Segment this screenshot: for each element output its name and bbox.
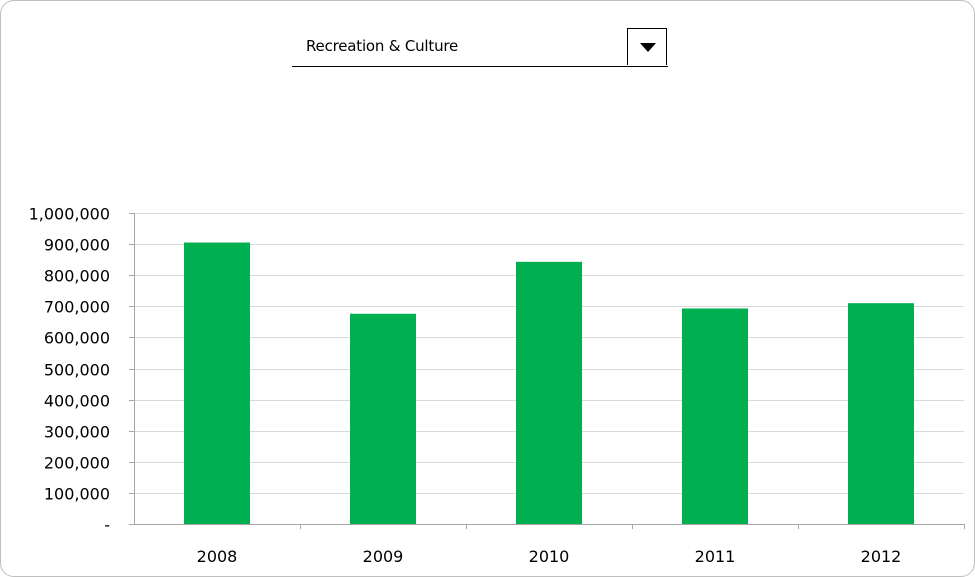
caret-down-icon [640, 43, 656, 52]
category-dropdown-value: Recreation & Culture [306, 37, 459, 55]
y-tick-label: 100,000 [44, 485, 110, 504]
y-tick-label: 200,000 [44, 454, 110, 473]
y-tick-label: 800,000 [44, 267, 110, 286]
y-tick-label: 600,000 [44, 329, 110, 348]
y-tick-label: - [104, 516, 110, 535]
bar-2008 [184, 242, 250, 525]
category-dropdown[interactable]: Recreation & Culture [292, 28, 668, 67]
y-tick-label: 900,000 [44, 236, 110, 255]
y-tick-label: 500,000 [44, 361, 110, 380]
axes [129, 213, 965, 529]
y-tick-label: 400,000 [44, 392, 110, 411]
x-tick-label: 2012 [861, 547, 902, 566]
bar-2010 [516, 261, 582, 524]
x-tick-label: 2011 [695, 547, 736, 566]
bar-2011 [682, 308, 748, 524]
y-tick-label: 700,000 [44, 298, 110, 317]
y-tick-label: 300,000 [44, 423, 110, 442]
y-tick-label: 1,000,000 [29, 205, 110, 224]
bar-2012 [848, 303, 914, 524]
x-tick-label: 2010 [529, 547, 570, 566]
bars [184, 242, 914, 525]
tick-labels: - 100,000 200,000 300,000 400,000 500,000 600,… [29, 205, 902, 567]
bar-2009 [350, 313, 416, 524]
dropdown-button[interactable] [627, 28, 667, 65]
x-tick-label: 2008 [197, 547, 238, 566]
x-tick-label: 2009 [363, 547, 404, 566]
